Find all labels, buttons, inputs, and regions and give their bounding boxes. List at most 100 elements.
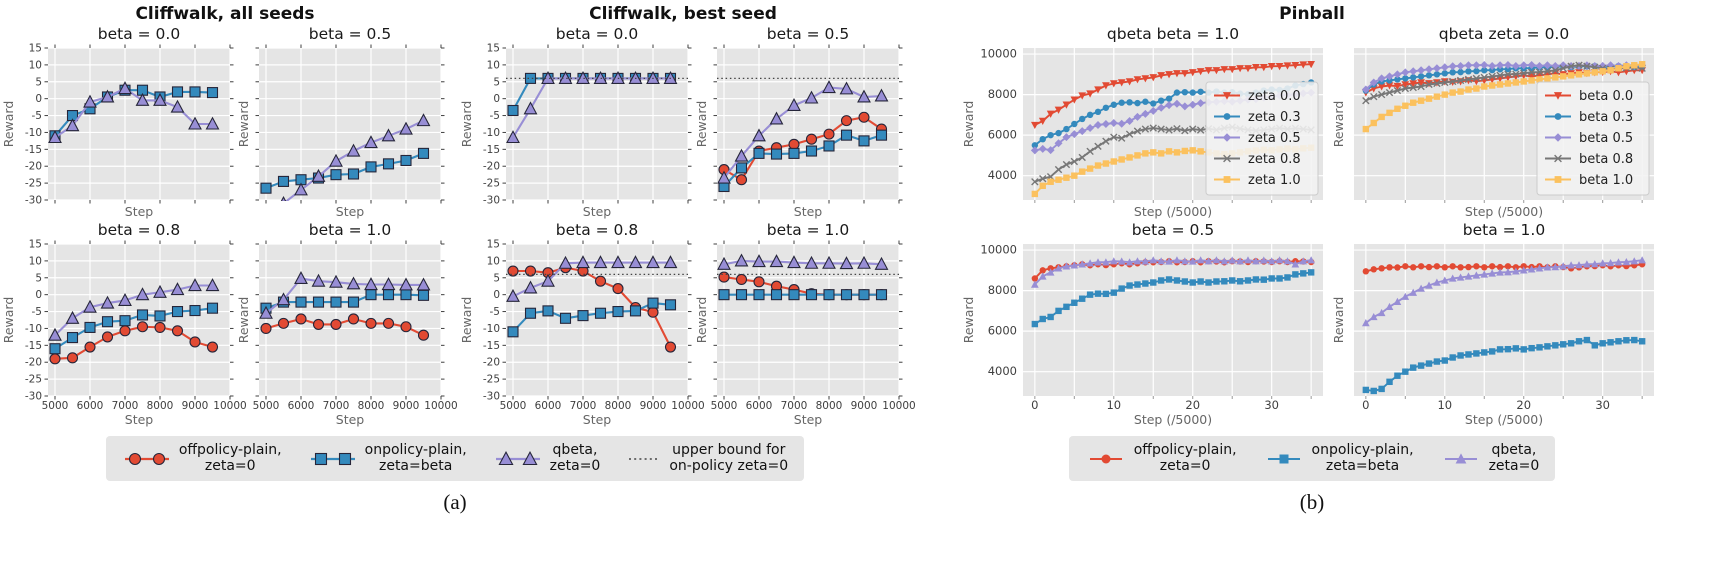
svg-text:Reward: Reward	[236, 297, 251, 344]
subplot-pinball-beta-1-0: 0 10 20 30 beta = 1.0 Reward Step (/5000)	[1331, 221, 1654, 427]
svg-text:beta 0.5: beta 0.5	[1579, 131, 1633, 146]
subplot-cliffwalk-all-beta-1-0: 5000 6000 7000 8000 9000 10000 beta = 1.0 Rewar…	[236, 221, 458, 427]
svg-text:10: 10	[1106, 398, 1121, 412]
svg-text:Step (/5000): Step (/5000)	[1464, 204, 1542, 219]
svg-text:6000: 6000	[746, 400, 773, 412]
dotted-marker-glyph	[629, 457, 660, 460]
svg-text:beta = 0.5: beta = 0.5	[309, 25, 391, 43]
svg-text:-25: -25	[483, 178, 500, 190]
subplot-cliffwalk-all-beta-0-8: 5000 6000 7000 8000 9000 10000 -30 -25 -20 -15 -10…	[1, 221, 247, 427]
group-title: Cliffwalk, all seeds	[135, 4, 315, 24]
svg-text:beta 1.0: beta 1.0	[1579, 173, 1633, 188]
svg-text:-30: -30	[25, 195, 42, 207]
svg-text:-10: -10	[25, 323, 42, 335]
svg-text:beta = 1.0: beta = 1.0	[1462, 221, 1544, 239]
group-title: Pinball	[1279, 4, 1345, 24]
svg-text:-30: -30	[25, 391, 42, 403]
svg-text:10000: 10000	[980, 47, 1017, 61]
subplot-cliffwalk-best-beta-0-8: 5000 6000 7000 8000 9000 10000 -30 -25 -20 -15 -10…	[459, 221, 705, 427]
svg-text:10000: 10000	[213, 400, 246, 412]
svg-text:-20: -20	[25, 161, 42, 173]
svg-text:10: 10	[487, 255, 500, 267]
svg-text:5: 5	[493, 76, 500, 88]
caption-b: (b)	[1299, 490, 1325, 515]
svg-text:-15: -15	[483, 144, 500, 156]
svg-text:Reward: Reward	[459, 101, 474, 148]
svg-text:Reward: Reward	[236, 101, 251, 148]
legend-entry: upper bound for on-policy zeta=0	[626, 442, 788, 474]
svg-text:beta = 0.8: beta = 0.8	[556, 221, 638, 239]
subplot-grid: 4000 6000 8000 10000 qbeta beta = 1.0 Reward S…	[961, 24, 1662, 428]
svg-text:10000: 10000	[424, 400, 457, 412]
svg-text:Reward: Reward	[1, 101, 16, 148]
svg-text:Step (/5000): Step (/5000)	[1134, 204, 1212, 219]
svg-text:-5: -5	[32, 306, 42, 318]
svg-text:Step: Step	[336, 412, 365, 427]
svg-text:5: 5	[493, 272, 500, 284]
legend-entry: onpolicy-plain, zeta=beta	[308, 442, 467, 474]
svg-text:Reward: Reward	[1331, 101, 1346, 148]
svg-text:beta 0.0: beta 0.0	[1579, 89, 1633, 104]
triangle_up-marker-glyph	[1444, 453, 1477, 464]
svg-text:0: 0	[493, 289, 500, 301]
subplot-cliffwalk-all-beta-0-5: beta = 0.5 Reward Step	[236, 25, 445, 219]
subplot-pinball-qbeta-beta-1-0: 4000 6000 8000 10000 qbeta beta = 1.0 Reward S…	[961, 25, 1323, 219]
svg-text:8000: 8000	[605, 400, 632, 412]
svg-text:beta = 1.0: beta = 1.0	[767, 221, 849, 239]
svg-text:10: 10	[1437, 398, 1452, 412]
subplot-pinball-beta-0-5: 0 10 20 30 4000 6000 8000 10000 beta = 0.5 Reward…	[961, 221, 1323, 427]
svg-text:6000: 6000	[988, 128, 1017, 142]
svg-text:10: 10	[487, 59, 500, 71]
svg-text:-30: -30	[483, 195, 500, 207]
circle-marker-glyph	[124, 452, 169, 465]
svg-text:-30: -30	[483, 391, 500, 403]
svg-text:Reward: Reward	[1, 297, 16, 344]
cliffwalk-groups: Cliffwalk, all seeds -30 -25 -20 -15 -10 -5 0 5…	[0, 2, 916, 428]
subplot-grid: -30 -25 -20 -15 -10 -5 0 5 10 15 beta = 0.0 Reward S…	[1, 24, 458, 428]
svg-text:9000: 9000	[182, 400, 209, 412]
group-cliffwalk-best-seed: Cliffwalk, best seed -30 -25 -20 -15 -10 -5 0 5…	[459, 2, 916, 428]
svg-text:20: 20	[1185, 398, 1200, 412]
legend-entry-label: offpolicy-plain, zeta=0	[178, 442, 282, 474]
legend-box: offpolicy-plain, zeta=0 onpolicy-plain, z…	[105, 436, 805, 482]
svg-text:beta = 0.5: beta = 0.5	[1132, 221, 1214, 239]
svg-text:9000: 9000	[640, 400, 667, 412]
svg-text:-10: -10	[483, 127, 500, 139]
legend-entry: onpolicy-plain, zeta=beta	[1263, 442, 1414, 474]
svg-text:5: 5	[35, 272, 42, 284]
svg-text:4000: 4000	[988, 168, 1017, 182]
svg-text:0: 0	[493, 93, 500, 105]
svg-text:zeta 0.3: zeta 0.3	[1248, 110, 1301, 125]
svg-text:10000: 10000	[671, 400, 704, 412]
svg-text:Reward: Reward	[459, 297, 474, 344]
svg-text:Step: Step	[794, 204, 823, 219]
svg-text:beta = 1.0: beta = 1.0	[309, 221, 391, 239]
svg-text:6000: 6000	[988, 324, 1017, 338]
square-marker-glyph	[1267, 454, 1300, 464]
legend-entry-label: offpolicy-plain, zeta=0	[1133, 442, 1237, 474]
panel-b: Pinball 4000 6000 8000 10000 qbeta beta = 1.…	[910, 0, 1732, 515]
subplot-cliffwalk-all-beta-0-0: -30 -25 -20 -15 -10 -5 0 5 10 15 beta = 0.0 Reward S…	[1, 25, 234, 219]
svg-text:beta = 0.8: beta = 0.8	[98, 221, 180, 239]
svg-text:Step: Step	[794, 412, 823, 427]
svg-text:0: 0	[35, 93, 42, 105]
svg-text:Reward: Reward	[694, 101, 709, 148]
svg-text:qbeta zeta = 0.0: qbeta zeta = 0.0	[1438, 25, 1568, 43]
subplot-cliffwalk-best-beta-0-5: beta = 0.5 Reward Step	[694, 25, 903, 219]
svg-text:6000: 6000	[535, 400, 562, 412]
svg-text:15: 15	[29, 239, 42, 251]
svg-text:beta 0.8: beta 0.8	[1579, 152, 1633, 167]
svg-text:7000: 7000	[781, 400, 808, 412]
svg-text:15: 15	[487, 239, 500, 251]
subplot-grid: -30 -25 -20 -15 -10 -5 0 5 10 15 beta = 0.0 Reward S…	[459, 24, 916, 428]
svg-text:beta = 0.5: beta = 0.5	[767, 25, 849, 43]
svg-text:9000: 9000	[851, 400, 878, 412]
svg-text:-15: -15	[483, 340, 500, 352]
svg-text:15: 15	[487, 43, 500, 55]
figure-root: Cliffwalk, all seeds -30 -25 -20 -15 -10 -5 0 5…	[0, 0, 1732, 515]
legend-cliffwalk: offpolicy-plain, zeta=0 onpolicy-plain, z…	[0, 436, 910, 482]
svg-text:-25: -25	[25, 178, 42, 190]
svg-text:beta 0.3: beta 0.3	[1579, 110, 1633, 125]
svg-text:-5: -5	[32, 110, 42, 122]
svg-text:5000: 5000	[500, 400, 527, 412]
